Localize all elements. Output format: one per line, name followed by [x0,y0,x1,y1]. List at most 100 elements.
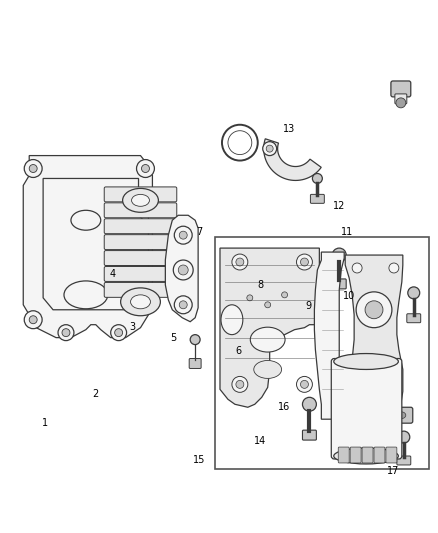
Circle shape [141,165,149,173]
FancyBboxPatch shape [104,266,177,281]
Circle shape [365,301,383,319]
Circle shape [300,258,308,266]
Polygon shape [23,156,152,337]
Text: 8: 8 [257,280,263,290]
Polygon shape [264,139,321,181]
FancyBboxPatch shape [104,235,177,249]
Text: 16: 16 [278,402,290,412]
Circle shape [356,292,392,328]
Circle shape [236,381,244,389]
Text: 9: 9 [305,301,311,311]
Ellipse shape [123,188,159,212]
Ellipse shape [131,195,149,206]
Circle shape [265,302,271,308]
Polygon shape [345,255,403,424]
Polygon shape [220,248,319,407]
Circle shape [297,254,312,270]
Ellipse shape [396,411,406,419]
FancyBboxPatch shape [391,81,411,97]
Circle shape [389,263,399,273]
Ellipse shape [250,327,285,352]
Ellipse shape [334,448,398,464]
Text: 6: 6 [236,346,242,357]
Circle shape [389,409,399,419]
Circle shape [247,295,253,301]
FancyBboxPatch shape [311,195,324,203]
Text: 15: 15 [193,455,205,465]
Circle shape [408,287,420,299]
Circle shape [232,254,248,270]
FancyBboxPatch shape [395,94,407,104]
Circle shape [29,316,37,324]
FancyBboxPatch shape [407,314,421,322]
Circle shape [352,409,362,419]
Circle shape [115,329,123,337]
Ellipse shape [131,295,150,309]
Text: 11: 11 [341,227,353,237]
Circle shape [365,370,383,389]
Circle shape [232,376,248,392]
Circle shape [398,431,410,443]
Circle shape [312,173,322,183]
Circle shape [62,329,70,337]
Text: 7: 7 [196,227,202,237]
Text: 14: 14 [254,437,266,447]
Ellipse shape [221,305,243,335]
Ellipse shape [120,288,160,316]
FancyBboxPatch shape [397,456,411,465]
Ellipse shape [71,211,101,230]
FancyBboxPatch shape [332,279,346,289]
FancyBboxPatch shape [104,203,177,218]
FancyBboxPatch shape [104,251,177,265]
Polygon shape [165,215,198,322]
Circle shape [179,301,187,309]
Circle shape [263,142,277,156]
Circle shape [300,381,308,389]
Text: 1: 1 [42,418,48,428]
FancyBboxPatch shape [303,430,316,440]
FancyBboxPatch shape [104,219,177,233]
Polygon shape [43,179,148,310]
FancyBboxPatch shape [104,282,177,297]
Circle shape [173,260,193,280]
Circle shape [332,248,346,262]
FancyBboxPatch shape [350,447,361,463]
Circle shape [179,231,187,239]
Circle shape [137,159,155,177]
FancyBboxPatch shape [331,359,402,459]
Ellipse shape [64,281,108,309]
FancyBboxPatch shape [389,407,413,423]
Circle shape [24,311,42,329]
Circle shape [111,325,127,341]
Text: 12: 12 [332,200,345,211]
Ellipse shape [254,360,282,378]
Circle shape [236,258,244,266]
Text: 2: 2 [92,389,98,399]
Text: 17: 17 [387,466,399,475]
FancyBboxPatch shape [338,447,349,463]
Circle shape [352,263,362,273]
Circle shape [178,265,188,275]
Text: 5: 5 [170,333,177,343]
FancyBboxPatch shape [386,447,397,463]
FancyBboxPatch shape [189,359,201,368]
Circle shape [58,325,74,341]
Text: 10: 10 [343,290,356,301]
Circle shape [303,397,316,411]
FancyBboxPatch shape [374,447,385,463]
Circle shape [29,165,37,173]
Circle shape [266,145,273,152]
Circle shape [396,98,406,108]
Ellipse shape [334,353,398,369]
Circle shape [24,159,42,177]
FancyBboxPatch shape [362,447,373,463]
Circle shape [174,226,192,244]
Circle shape [174,296,192,314]
Circle shape [297,376,312,392]
Circle shape [356,361,392,397]
Polygon shape [314,252,344,419]
FancyBboxPatch shape [104,187,177,202]
Text: 3: 3 [129,322,135,333]
Text: 4: 4 [110,270,116,279]
Text: 13: 13 [283,124,295,134]
